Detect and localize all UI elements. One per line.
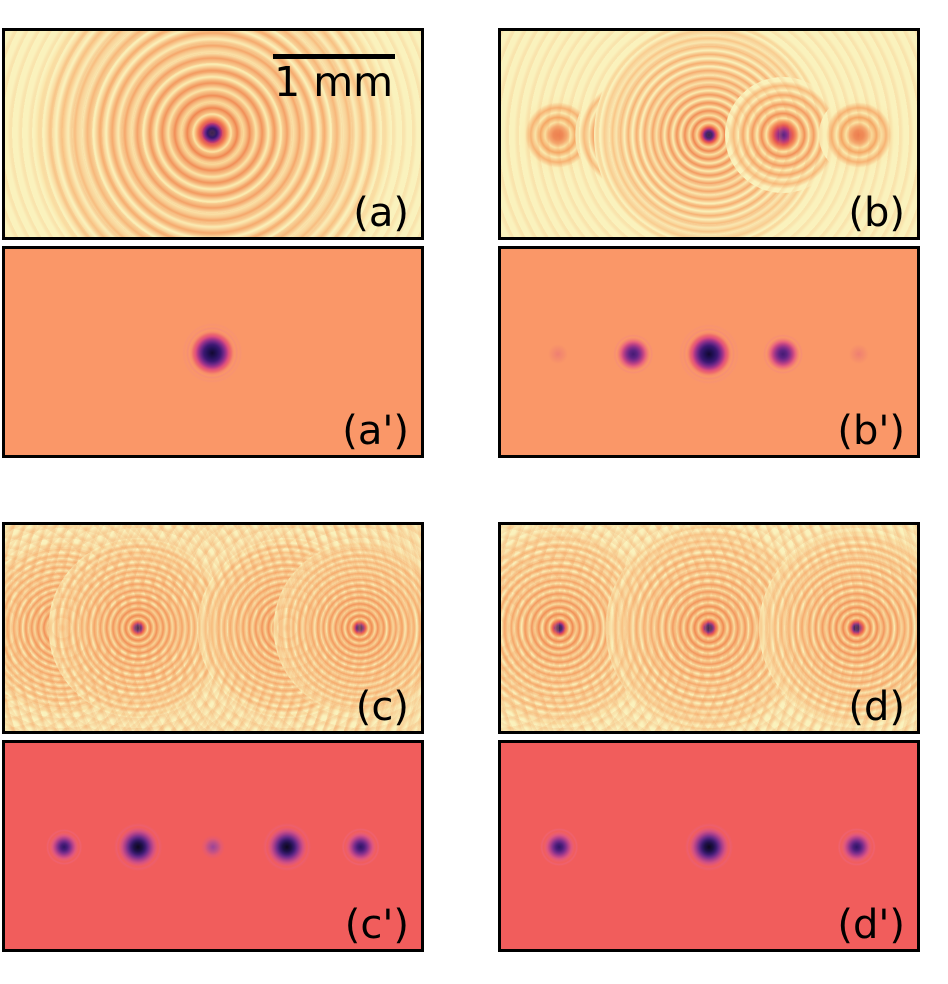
panel-art	[5, 525, 421, 731]
panel-reconstruction-b: (b')	[498, 246, 920, 458]
particle-spot	[341, 828, 380, 866]
particle-spot	[540, 828, 579, 866]
panel-art	[5, 743, 421, 949]
panel-art	[501, 743, 917, 949]
panel-hologram-a: 1 mm (a)	[2, 28, 424, 240]
particle-spot	[679, 324, 739, 385]
particle-spot	[763, 334, 803, 375]
particle-spot	[613, 334, 654, 375]
panel-art	[5, 31, 421, 237]
scale-bar	[273, 54, 395, 59]
particle-spot	[48, 538, 228, 718]
particle-spot	[548, 344, 568, 365]
panel-label-d-prime: (d')	[837, 902, 905, 948]
particle-spot	[201, 835, 225, 859]
particle-spot	[114, 823, 163, 871]
panel-reconstruction-c: (c')	[2, 740, 424, 952]
particle-spot	[818, 95, 899, 175]
particle-spot	[46, 829, 83, 865]
panel-label-b-prime: (b')	[837, 408, 905, 454]
scale-bar-label: 1 mm	[274, 58, 394, 106]
particle-spot	[848, 344, 869, 365]
panel-hologram-d: (d)	[498, 522, 920, 734]
particle-spot	[605, 525, 813, 731]
panel-reconstruction-a: (a')	[2, 246, 424, 458]
panel-art	[501, 525, 917, 731]
panel-art	[5, 249, 421, 455]
particle-spot	[182, 323, 243, 383]
particle-spot	[758, 530, 917, 726]
particle-spot	[518, 95, 598, 175]
panel-art	[501, 249, 917, 455]
panel-hologram-c: (c)	[2, 522, 424, 734]
panel-art	[501, 31, 917, 237]
particle-spot	[837, 828, 876, 866]
panel-label-c: (c)	[355, 684, 409, 730]
panel-label-a: (a)	[353, 190, 409, 236]
panel-reconstruction-d: (d')	[498, 740, 920, 952]
panel-label-b: (b)	[848, 190, 905, 236]
particle-spot	[273, 541, 421, 715]
panel-hologram-b: (b)	[498, 28, 920, 240]
panel-label-d: (d)	[848, 684, 905, 730]
particle-spot	[33, 31, 391, 237]
panel-label-a-prime: (a')	[342, 408, 409, 454]
panel-label-c-prime: (c')	[344, 902, 409, 948]
particle-spot	[685, 823, 733, 871]
particle-spot	[725, 77, 841, 193]
particle-spot	[263, 823, 311, 871]
